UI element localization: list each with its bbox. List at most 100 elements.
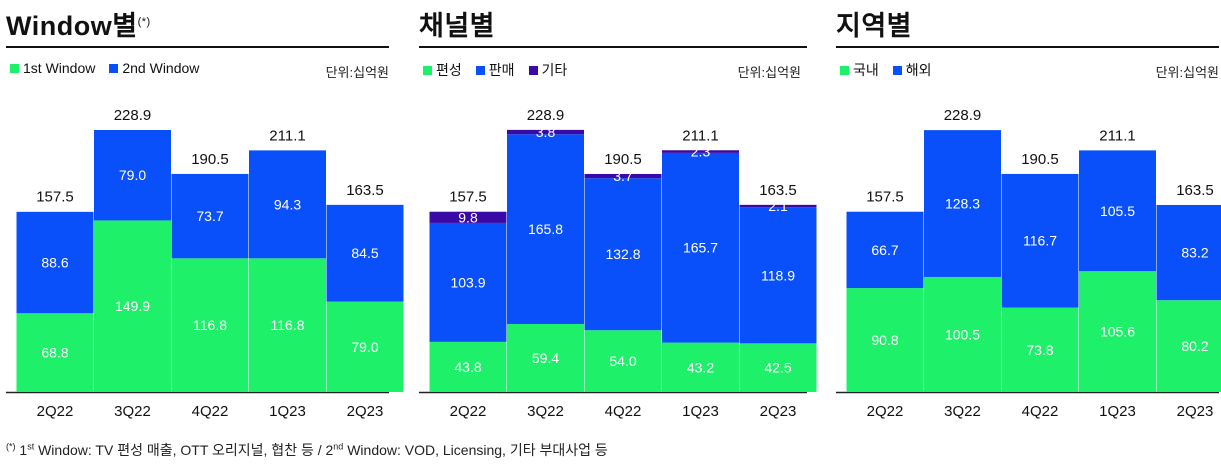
- legend-swatch: [109, 63, 119, 73]
- legend-swatch: [10, 63, 19, 73]
- bar-segment: [1079, 150, 1156, 272]
- total-label: 163.5: [1176, 182, 1214, 199]
- data-label: 79.0: [351, 339, 378, 355]
- legend-item-overseas: 해외: [892, 60, 932, 80]
- x-tick-label: 4Q22: [192, 403, 229, 420]
- window-chart-panel: Window별(*) 1st Window 2nd Window 단위:십억원 …: [6, 0, 404, 420]
- legend-item-1st-window: 1st Window: [10, 60, 95, 76]
- bar-segment: [171, 173, 249, 259]
- x-tick-label: 2Q23: [347, 403, 384, 420]
- total-label: 190.5: [191, 151, 229, 168]
- data-label: 73.8: [1026, 342, 1053, 358]
- bar-segment: [584, 178, 662, 331]
- bar-segment: [94, 130, 171, 221]
- bar-segment: [1156, 300, 1221, 392]
- data-label: 66.7: [871, 242, 898, 258]
- bar-segment: [1001, 173, 1079, 308]
- x-tick-label: 2Q22: [450, 403, 487, 420]
- legend-item-other: 기타: [528, 60, 567, 80]
- data-label: 2.3: [691, 144, 711, 160]
- total-label: 228.9: [527, 107, 565, 124]
- data-label: 88.6: [41, 255, 68, 271]
- bar-segment: [507, 134, 584, 325]
- x-tick-label: 1Q23: [1099, 403, 1136, 420]
- data-label: 43.2: [687, 359, 714, 375]
- data-label: 149.9: [115, 298, 150, 314]
- total-label: 163.5: [759, 182, 797, 199]
- bar-segment: [249, 258, 326, 392]
- data-label: 100.5: [945, 326, 980, 342]
- data-label: 42.5: [764, 360, 791, 376]
- title-footnote-mark: (*): [137, 16, 151, 28]
- unit-label: 단위:십억원: [1155, 65, 1219, 80]
- footnote: (*) 1st Window: TV 편성 매출, OTT 오리지널, 협찬 등…: [6, 441, 608, 458]
- data-label: 165.7: [683, 240, 718, 256]
- x-tick-label: 3Q22: [944, 403, 981, 420]
- bar-segment: [429, 222, 507, 342]
- bar-segment: [662, 152, 739, 343]
- chart-title: 채널별: [419, 11, 496, 41]
- x-tick-label: 1Q23: [682, 403, 719, 420]
- bar-segment: [924, 130, 1001, 277]
- bar-segment: [584, 173, 662, 179]
- data-label: 94.3: [274, 196, 301, 212]
- bar-segment: [171, 258, 249, 392]
- data-label: 3.8: [536, 124, 556, 140]
- total-label: 211.1: [682, 127, 718, 144]
- unit-label: 단위:십억원: [325, 65, 389, 80]
- total-label: 211.1: [1099, 127, 1135, 144]
- unit-label: 단위:십억원: [737, 65, 801, 80]
- bar-segment: [1079, 271, 1156, 392]
- bar-segment: [429, 211, 507, 223]
- chart-legend: 국내 해외: [840, 60, 932, 80]
- x-tick-label: 2Q22: [37, 403, 74, 420]
- total-label: 190.5: [604, 151, 642, 168]
- bar-segment: [16, 313, 94, 392]
- data-label: 80.2: [1181, 338, 1208, 354]
- total-label: 211.1: [269, 127, 305, 144]
- bar-segment: [249, 150, 326, 259]
- data-label: 54.0: [609, 353, 636, 369]
- total-label: 157.5: [866, 189, 904, 206]
- total-label: 163.5: [346, 182, 384, 199]
- data-label: 103.9: [450, 274, 485, 290]
- data-label: 43.8: [454, 359, 481, 375]
- x-tick-label: 2Q22: [867, 403, 904, 420]
- data-label: 105.5: [1100, 203, 1135, 219]
- total-label: 228.9: [114, 107, 152, 124]
- title-rule: [836, 46, 1219, 48]
- bar-segment: [94, 220, 171, 392]
- legend-swatch: [840, 65, 849, 75]
- x-tick-label: 3Q22: [114, 403, 151, 420]
- total-label: 157.5: [449, 189, 487, 206]
- legend-item-domestic: 국내: [840, 60, 879, 80]
- bar-segment: [1156, 204, 1221, 301]
- data-label: 59.4: [532, 350, 559, 366]
- data-label: 79.0: [119, 167, 146, 183]
- bar-segment: [326, 301, 404, 392]
- data-label: 68.8: [41, 345, 68, 361]
- data-label: 165.8: [528, 221, 563, 237]
- bar-segment: [584, 330, 662, 392]
- region-bar-chart: 90.8 66.7 157.5 2Q22 100.5 128.3 228.9 3Q22 73.8…: [836, 107, 1221, 420]
- legend-item-programming: 편성: [423, 60, 462, 80]
- data-label: 2.1: [768, 198, 788, 214]
- bar-segment: [507, 324, 584, 392]
- total-label: 228.9: [944, 107, 982, 124]
- data-label: 116.8: [271, 317, 305, 333]
- data-label: 116.8: [193, 317, 227, 333]
- title-rule: [419, 46, 807, 48]
- bar-segment: [924, 276, 1001, 392]
- legend-swatch: [892, 65, 902, 75]
- total-label: 157.5: [36, 189, 74, 206]
- x-tick-label: 3Q22: [527, 403, 564, 420]
- legend-item-2nd-window: 2nd Window: [109, 60, 199, 76]
- data-label: 105.6: [1100, 324, 1135, 340]
- x-tick-label: 1Q23: [269, 403, 306, 420]
- data-label: 84.5: [351, 245, 378, 261]
- data-label: 118.9: [761, 267, 795, 283]
- bar-segment: [739, 204, 817, 208]
- bar-segment: [739, 207, 817, 344]
- data-label: 116.7: [1023, 233, 1057, 249]
